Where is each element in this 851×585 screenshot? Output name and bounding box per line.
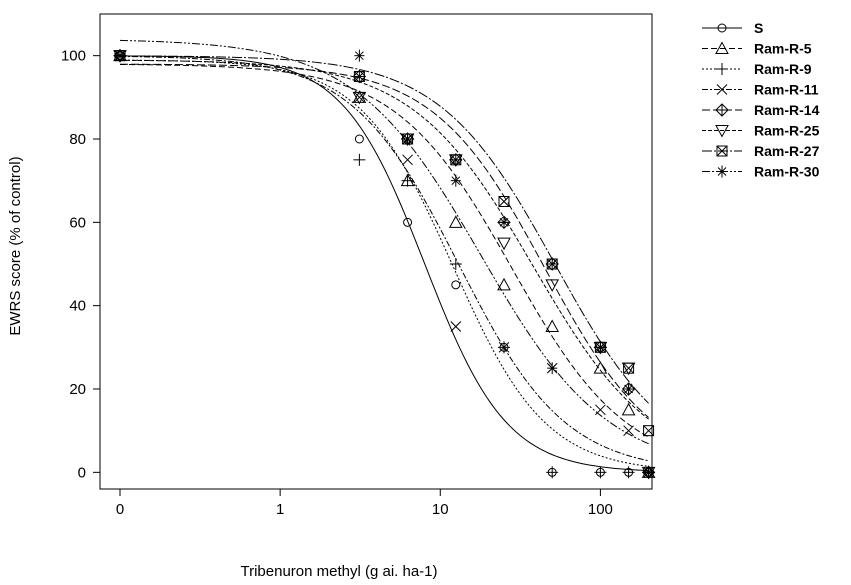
y-tick-label: 60 xyxy=(69,214,86,231)
y-tick-label: 0 xyxy=(78,464,86,481)
x-axis-title: Tribenuron methyl (g ai. ha-1) xyxy=(240,563,437,580)
point-ram-r-9 xyxy=(546,466,559,479)
x-tick-label: 100 xyxy=(588,501,613,518)
point-ram-r-5 xyxy=(545,319,560,332)
curve-ram-r-14 xyxy=(120,63,649,418)
point-ram-r-9 xyxy=(353,153,366,166)
legend-marker xyxy=(715,41,729,54)
point-ram-r-9 xyxy=(449,258,462,270)
point-ram-r-27 xyxy=(643,425,655,437)
point-ram-r-30 xyxy=(498,216,509,229)
y-axis-title: EWRS score (% of control) xyxy=(7,156,24,335)
point-ram-r-9 xyxy=(594,466,607,479)
legend-label: Ram-R-25 xyxy=(754,123,820,139)
point-ram-r-27 xyxy=(353,71,365,82)
fitted-curves xyxy=(119,39,649,472)
x-tick-label: 10 xyxy=(432,501,449,518)
y-tick-label: 100 xyxy=(61,48,86,65)
point-ram-r-27 xyxy=(546,258,558,270)
curve-s xyxy=(120,55,649,472)
point-ram-r-25 xyxy=(545,279,560,292)
legend-marker xyxy=(716,145,728,157)
curve-ram-r-27 xyxy=(120,55,649,404)
curve-ram-r-5 xyxy=(120,63,649,438)
point-ram-r-30 xyxy=(450,174,461,187)
x-tick-label: 1 xyxy=(276,501,284,518)
point-ram-r-30 xyxy=(595,341,606,354)
point-ram-r-25 xyxy=(352,91,367,105)
legend-label: S xyxy=(754,20,763,36)
legend-marker xyxy=(716,63,728,75)
point-s xyxy=(403,217,413,227)
legend-marker xyxy=(716,84,728,95)
point-ram-r-5 xyxy=(497,277,511,291)
legend-label: Ram-R-27 xyxy=(754,143,820,159)
data-points xyxy=(113,48,656,480)
legend-marker xyxy=(717,165,727,178)
y-tick-label: 20 xyxy=(69,381,86,398)
legend-marker xyxy=(715,103,729,117)
legend-marker xyxy=(717,23,727,33)
plot-frame xyxy=(99,13,653,490)
x-tick-label: 0 xyxy=(116,501,124,518)
x-axis: 0 1 10 100 xyxy=(116,489,613,518)
point-ram-r-27 xyxy=(450,154,462,166)
legend: S Ram-R-5 Ram-R-9 Ram-R-11 Ram-R-14 Ram-R-25 R… xyxy=(702,20,820,180)
point-ram-r-30 xyxy=(547,362,558,375)
point-ram-r-30 xyxy=(623,383,634,395)
curve-ram-r-9 xyxy=(120,59,649,467)
point-ram-r-9 xyxy=(401,174,414,187)
legend-marker xyxy=(715,125,729,138)
point-ram-r-30 xyxy=(354,49,365,62)
point-ram-r-11 xyxy=(354,91,365,103)
point-ram-r-11 xyxy=(450,321,462,332)
point-ram-r-30 xyxy=(115,49,126,62)
point-ram-r-11 xyxy=(623,425,634,437)
legend-label: Ram-R-30 xyxy=(754,164,820,180)
point-ram-r-30 xyxy=(402,133,413,145)
point-ram-r-9 xyxy=(622,466,635,479)
plot-area xyxy=(99,13,653,490)
legend-label: Ram-R-11 xyxy=(754,82,819,98)
legend-label: Ram-R-9 xyxy=(754,61,812,77)
point-ram-r-11 xyxy=(595,404,606,416)
point-ram-r-11 xyxy=(498,341,510,353)
point-ram-r-5 xyxy=(621,402,636,416)
curve-ram-r-30 xyxy=(119,39,649,445)
legend-label: Ram-R-5 xyxy=(754,41,812,57)
curve-ram-r-11 xyxy=(120,55,649,462)
point-ram-r-27 xyxy=(498,196,510,207)
point-ram-r-5 xyxy=(593,361,608,374)
point-s xyxy=(354,134,364,144)
point-ram-r-25 xyxy=(497,237,511,251)
legend-label: Ram-R-14 xyxy=(754,102,820,118)
y-tick-label: 80 xyxy=(69,131,86,148)
point-ram-r-30 xyxy=(643,466,654,479)
point-ram-r-5 xyxy=(448,215,463,228)
point-ram-r-27 xyxy=(623,362,635,374)
point-ram-r-11 xyxy=(402,154,413,166)
y-tick-label: 40 xyxy=(69,298,86,315)
point-s xyxy=(451,280,461,290)
curve-ram-r-25 xyxy=(120,59,649,420)
y-axis: 0 20 40 60 80 100 xyxy=(61,48,100,481)
